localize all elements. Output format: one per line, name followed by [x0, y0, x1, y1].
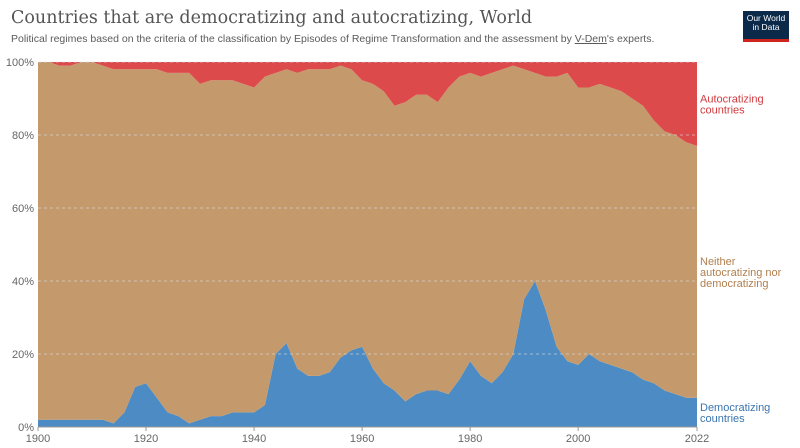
x-tick-label: 2022	[685, 433, 709, 445]
subtitle-text: Political regimes based on the criteria …	[11, 33, 575, 45]
chart-title: Countries that are democratizing and aut…	[11, 8, 533, 28]
subtitle-text-end: 's experts.	[606, 33, 655, 45]
area-democratizing	[38, 281, 697, 427]
series-label-democratizing: Democratizing	[700, 402, 770, 414]
x-tick-label: 1900	[26, 433, 50, 445]
x-tick-label: 1960	[350, 433, 374, 445]
chart-subtitle: Political regimes based on the criteria …	[11, 33, 654, 45]
x-tick-label: 2000	[566, 433, 590, 445]
x-tick-label: 1920	[134, 433, 158, 445]
logo-line-2: in Data	[752, 22, 780, 32]
series-label-autocratizing: countries	[700, 104, 745, 116]
y-tick-label: 0%	[18, 422, 34, 434]
area-autocratizing	[38, 62, 697, 146]
y-tick-label: 60%	[12, 203, 34, 215]
y-tick-label: 100%	[6, 57, 34, 69]
logo-line-1: Our World	[746, 13, 786, 23]
series-label-neither: autocratizing nor	[700, 267, 782, 279]
owid-logo[interactable]: Our World in Data	[743, 11, 789, 42]
series-label-autocratizing: Autocratizing	[700, 93, 764, 105]
y-tick-label: 20%	[12, 349, 34, 361]
y-tick-label: 40%	[12, 276, 34, 288]
series-label-democratizing: countries	[700, 413, 745, 425]
series-label-neither: Neither	[700, 256, 736, 268]
y-tick-label: 80%	[12, 130, 34, 142]
vdem-link[interactable]: V-Dem	[574, 33, 607, 45]
series-label-neither: democratizing	[700, 278, 768, 290]
area-neither	[38, 62, 697, 424]
x-tick-label: 1980	[458, 433, 482, 445]
x-tick-label: 1940	[242, 433, 266, 445]
